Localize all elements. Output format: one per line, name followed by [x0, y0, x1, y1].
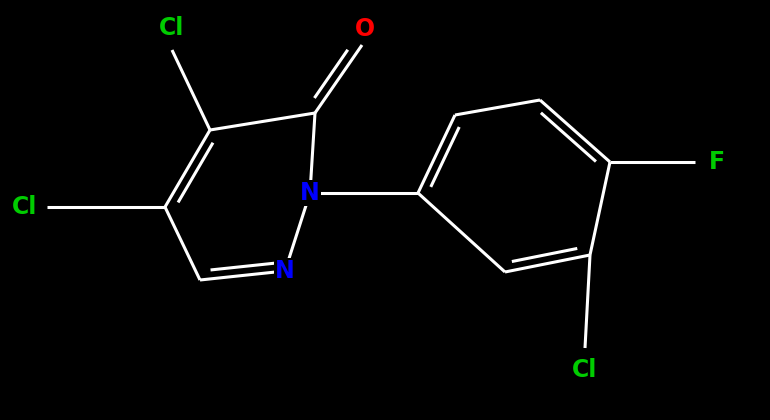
Text: O: O [355, 17, 375, 41]
Text: N: N [300, 181, 320, 205]
Text: F: F [709, 150, 725, 174]
Text: Cl: Cl [12, 195, 38, 219]
Text: Cl: Cl [572, 358, 598, 382]
Text: Cl: Cl [159, 16, 185, 40]
Text: N: N [275, 259, 295, 283]
